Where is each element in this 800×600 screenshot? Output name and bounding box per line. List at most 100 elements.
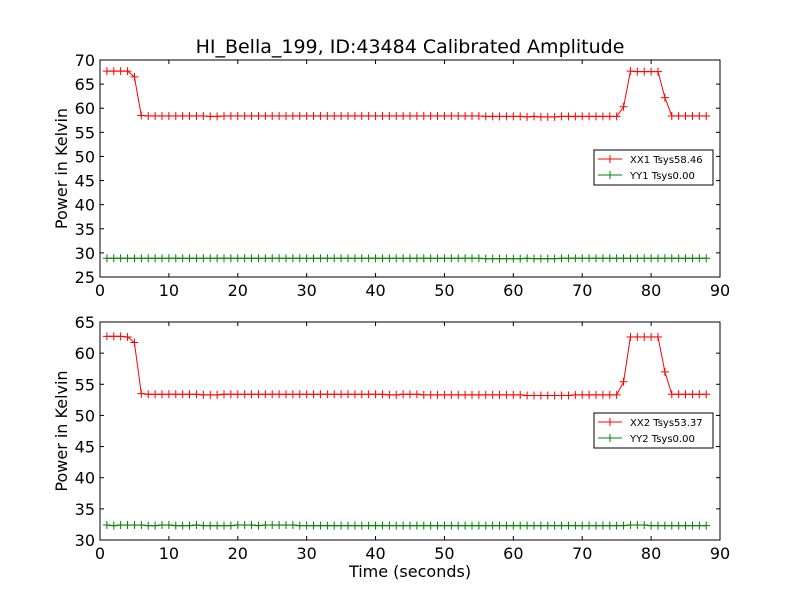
data-point-marker — [481, 112, 490, 121]
data-point-marker — [261, 521, 270, 530]
data-point-marker — [667, 390, 676, 399]
data-point-marker — [495, 254, 504, 263]
data-point-marker — [612, 112, 621, 121]
data-point-marker — [550, 254, 559, 263]
data-point-marker — [240, 390, 249, 399]
data-point-marker — [199, 111, 208, 120]
data-point-marker — [406, 390, 414, 399]
data-point-marker — [178, 521, 187, 530]
y-tick-label: 60 — [75, 344, 95, 363]
data-point-marker — [585, 521, 594, 530]
data-point-marker — [357, 390, 366, 399]
data-point-marker — [344, 111, 352, 120]
data-point-marker — [206, 390, 215, 399]
data-point-marker — [233, 521, 242, 530]
data-point-marker — [523, 521, 532, 530]
data-point-marker — [247, 390, 256, 399]
data-point-marker — [254, 390, 263, 399]
data-point-marker — [275, 390, 284, 399]
data-point-marker — [151, 111, 160, 120]
data-point-marker — [640, 521, 649, 530]
x-tick-label: 20 — [228, 281, 248, 300]
data-point-marker — [557, 112, 566, 121]
data-point-marker — [171, 390, 180, 399]
data-point-marker — [468, 111, 476, 120]
data-point-marker — [357, 111, 366, 120]
legend-label: XX2 Tsys53.37 — [630, 418, 703, 429]
data-point-marker — [461, 521, 470, 530]
data-point-marker — [385, 254, 394, 263]
data-point-marker — [488, 390, 497, 399]
data-point-marker — [364, 254, 373, 263]
data-point-marker — [330, 111, 339, 120]
data-point-marker — [695, 254, 704, 263]
data-point-marker — [206, 112, 215, 121]
data-point-marker — [474, 254, 483, 263]
x-tick-label: 70 — [572, 544, 592, 563]
data-point-marker — [474, 111, 483, 120]
data-point-marker — [481, 521, 490, 530]
data-point-marker — [468, 390, 476, 399]
data-point-marker — [268, 254, 277, 263]
data-point-marker — [109, 332, 118, 341]
data-point-marker — [185, 390, 194, 399]
data-point-marker — [530, 521, 538, 530]
data-point-marker — [226, 521, 235, 530]
data-point-marker — [419, 390, 428, 399]
data-point-marker — [412, 254, 421, 263]
data-point-marker — [660, 367, 669, 376]
data-point-marker — [171, 254, 180, 263]
y-tick-label: 40 — [75, 196, 95, 215]
data-point-marker — [337, 254, 346, 263]
x-tick-label: 80 — [641, 544, 661, 563]
data-point-marker — [647, 67, 656, 76]
data-point-marker — [619, 102, 628, 111]
data-point-marker — [185, 521, 194, 530]
x-tick-label: 30 — [296, 281, 316, 300]
legend-box — [593, 149, 714, 186]
data-point-marker — [309, 521, 318, 530]
data-point-marker — [440, 111, 449, 120]
bottom-panel: 0 10 20 30 40 50 60 70 80 90 30 35 40 45 50 55 60 65 Power… — [52, 313, 730, 563]
data-point-marker — [674, 254, 683, 263]
data-point-marker — [674, 111, 683, 120]
data-point-marker — [247, 254, 256, 263]
data-point-marker — [647, 254, 656, 263]
x-tick-label: 60 — [503, 281, 523, 300]
data-point-marker — [302, 111, 311, 120]
data-point-marker — [399, 521, 408, 530]
data-point-marker — [447, 390, 456, 399]
data-point-marker — [440, 254, 449, 263]
data-point-marker — [378, 254, 387, 263]
data-point-marker — [523, 391, 532, 400]
data-point-marker — [199, 254, 208, 263]
data-point-marker — [550, 391, 559, 400]
y-tick-label: 25 — [75, 268, 95, 287]
data-point-marker — [654, 254, 662, 263]
data-point-marker — [426, 390, 435, 399]
data-point-marker — [667, 521, 676, 530]
data-point-marker — [543, 521, 552, 530]
data-point-marker — [199, 521, 208, 530]
data-point-marker — [474, 521, 483, 530]
data-point-marker — [213, 390, 222, 399]
data-point-marker — [681, 390, 690, 399]
data-point-marker — [282, 254, 290, 263]
data-point-marker — [426, 521, 435, 530]
data-point-marker — [392, 254, 401, 263]
data-point-marker — [640, 67, 649, 76]
data-point-marker — [364, 390, 373, 399]
data-point-marker — [654, 67, 662, 76]
data-point-marker — [288, 254, 297, 263]
data-point-marker — [419, 254, 428, 263]
data-point-marker — [130, 338, 139, 347]
x-tick-label: 0 — [95, 281, 105, 300]
data-point-marker — [288, 111, 297, 120]
data-point-marker — [488, 521, 497, 530]
data-point-marker — [585, 390, 594, 399]
data-point-marker — [240, 521, 249, 530]
data-point-marker — [419, 111, 428, 120]
data-point-marker — [454, 521, 463, 530]
data-point-marker — [109, 521, 118, 530]
data-point-marker — [523, 254, 532, 263]
